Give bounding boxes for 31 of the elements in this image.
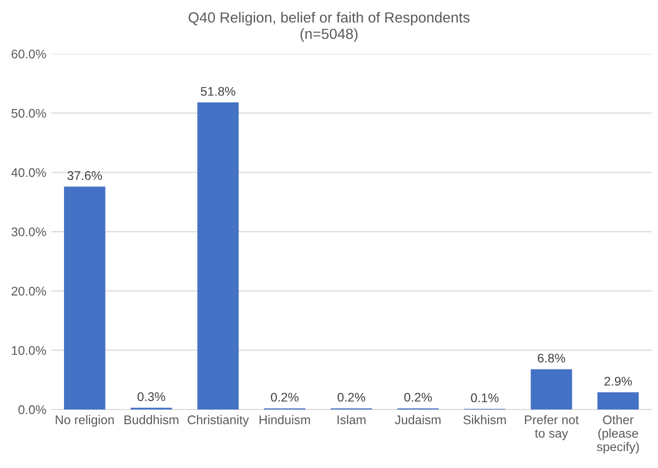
bar xyxy=(597,392,639,410)
x-tick-label: No religion xyxy=(56,415,114,427)
chart-subtitle: (n=5048) xyxy=(300,28,358,42)
x-tick-label: Judaism xyxy=(394,415,440,424)
y-tick-label: 0.0% xyxy=(18,405,46,414)
y-tick-label: 30.0% xyxy=(12,227,46,236)
data-label: 0.1% xyxy=(470,393,499,402)
data-label: 0.2% xyxy=(270,392,298,402)
chart-title: Q40 Religion, belief or faith of Respondents xyxy=(188,12,470,26)
data-label: 6.8% xyxy=(538,354,566,363)
bar xyxy=(530,369,572,410)
data-label: 0.2% xyxy=(404,392,432,402)
data-label: 51.8% xyxy=(200,86,236,96)
x-tick-label: Buddhism xyxy=(124,415,178,424)
x-tick-label: Prefer not to say xyxy=(524,415,579,440)
x-tick-label: Sikhism xyxy=(463,415,506,424)
y-tick-label: 20.0% xyxy=(12,286,46,296)
bar xyxy=(64,186,106,410)
data-label: 2.9% xyxy=(604,376,632,386)
x-tick-label: Hinduism xyxy=(260,415,310,424)
x-tick-label: Islam xyxy=(338,415,366,424)
y-tick-label: 50.0% xyxy=(12,108,46,118)
y-tick-label: 60.0% xyxy=(12,50,46,58)
data-label: 0.2% xyxy=(338,392,366,402)
x-tick-label: Christianity xyxy=(188,415,249,427)
x-tick-label: Other (please specify) xyxy=(596,415,639,454)
data-label: 37.6% xyxy=(67,171,102,180)
y-tick-label: 10.0% xyxy=(12,346,46,355)
y-tick-label: 40.0% xyxy=(11,168,46,178)
bar xyxy=(197,102,239,410)
data-label: 0.3% xyxy=(138,392,166,402)
